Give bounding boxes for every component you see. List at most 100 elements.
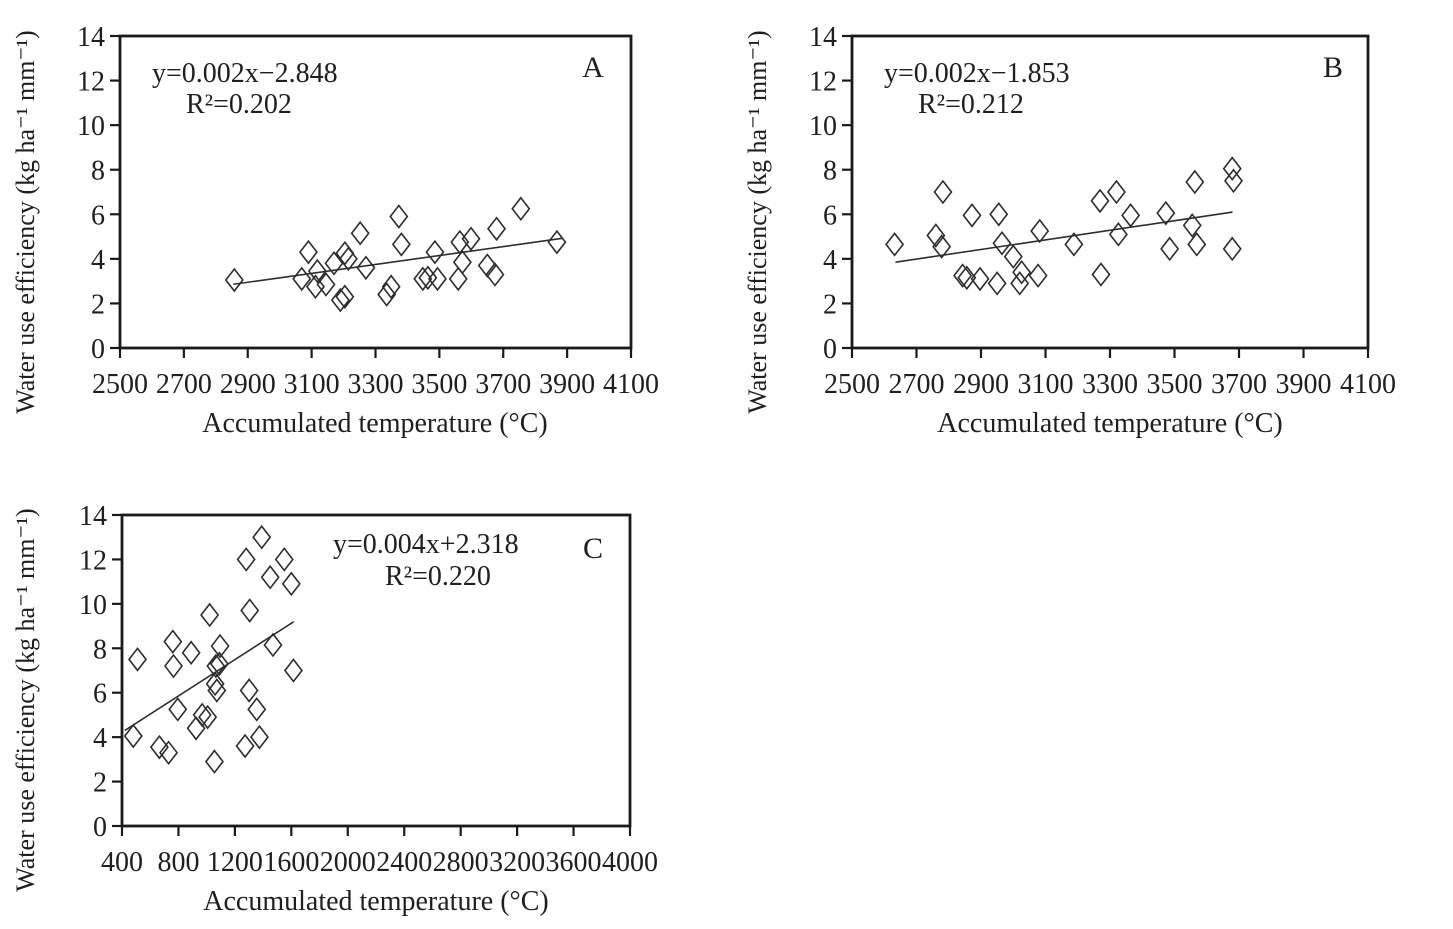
y-tick-label: 0	[91, 334, 105, 365]
data-point	[249, 724, 269, 750]
data-point	[283, 658, 303, 683]
y-tick-label: 4	[93, 723, 107, 754]
data-point	[205, 671, 225, 697]
data-point	[926, 223, 946, 248]
data-point	[487, 216, 507, 242]
data-point	[413, 266, 433, 292]
data-point	[209, 651, 229, 677]
data-point	[1222, 236, 1242, 262]
data-point	[168, 697, 188, 722]
data-point	[452, 249, 472, 275]
y-tick-label: 12	[809, 67, 837, 98]
y-tick-label: 6	[823, 200, 837, 231]
data-point	[1012, 259, 1032, 285]
data-point	[933, 179, 953, 205]
data-point	[448, 266, 468, 292]
y-tick-label: 4	[823, 245, 837, 276]
data-point	[1030, 218, 1050, 244]
x-tick-label: 4100	[603, 369, 659, 400]
data-point	[425, 239, 445, 265]
x-tick-label: 800	[157, 847, 199, 878]
x-tick-label: 2700	[156, 369, 212, 400]
r-squared-label: R²=0.220	[385, 561, 491, 592]
data-point	[316, 272, 336, 297]
data-point	[338, 246, 358, 272]
data-point	[149, 734, 169, 760]
data-point	[389, 204, 409, 229]
x-tick-label: 2800	[433, 847, 489, 878]
y-tick-label: 2	[823, 289, 837, 320]
data-point	[356, 255, 376, 281]
trendline	[895, 211, 1233, 263]
y-tick-label: 14	[77, 22, 105, 53]
y-tick-label: 12	[77, 67, 105, 98]
data-point	[987, 271, 1007, 296]
data-point	[1064, 232, 1084, 257]
panel-letter: A	[582, 51, 604, 84]
y-axis-title: Water use efficiency (kg ha⁻¹ mm⁻¹)	[11, 508, 40, 891]
data-point	[1222, 156, 1242, 181]
data-point	[989, 201, 1009, 227]
panel-a: 2500 2700 2900 3100 3300 3500 3700 3900 4100 0 2 4 6…	[11, 22, 659, 439]
data-point	[240, 598, 260, 623]
data-point	[992, 230, 1012, 256]
data-point	[192, 702, 212, 728]
data-point	[181, 640, 201, 666]
data-point	[330, 287, 350, 313]
data-point	[224, 267, 244, 293]
x-tick-label: 1200	[207, 847, 263, 878]
x-tick-label: 3100	[284, 369, 340, 400]
data-point	[260, 564, 280, 590]
x-tick-label: 3500	[411, 369, 467, 400]
r-squared-label: R²=0.212	[918, 89, 1024, 120]
x-tick-label: 4100	[1340, 369, 1396, 400]
data-point	[932, 234, 952, 259]
data-point	[263, 632, 283, 658]
data-point	[247, 697, 267, 722]
data-point	[163, 653, 184, 679]
y-tick-label: 0	[823, 334, 837, 365]
y-tick-label: 8	[823, 156, 837, 187]
x-tick-label: 3700	[1211, 369, 1267, 400]
x-tick-label: 3100	[1018, 369, 1074, 400]
y-axis-title: Water use efficiency (kg ha⁻¹ mm⁻¹)	[743, 30, 772, 413]
data-point	[305, 274, 325, 300]
data-point	[1182, 213, 1202, 238]
r-squared-label: R²=0.202	[186, 89, 292, 120]
data-point	[281, 571, 301, 597]
data-point	[547, 229, 567, 255]
y-tick-label: 8	[91, 156, 105, 187]
data-point	[128, 647, 148, 672]
data-point	[970, 266, 990, 292]
x-tick-label: 400	[101, 847, 143, 878]
y-tick-label: 2	[91, 289, 105, 320]
x-tick-label: 3600	[546, 847, 602, 878]
x-tick-label: 2900	[953, 369, 1009, 400]
y-tick-label: 2	[93, 768, 107, 799]
x-tick-label: 2500	[824, 369, 880, 400]
data-point	[1224, 168, 1244, 194]
data-point	[235, 733, 255, 759]
panel-letter: B	[1323, 51, 1343, 84]
data-point	[1108, 222, 1128, 247]
equation-label: y=0.002x−1.853	[884, 58, 1070, 89]
x-axis-title: Accumulated temperature (°C)	[202, 408, 548, 439]
x-tick-label: 2000	[320, 847, 376, 878]
x-tick-label: 3900	[539, 369, 595, 400]
y-tick-label: 6	[91, 200, 105, 231]
x-tick-label: 4000	[602, 847, 658, 878]
data-point	[962, 203, 982, 228]
data-point	[239, 678, 259, 703]
y-axis-title: Water use efficiency (kg ha⁻¹ mm⁻¹)	[11, 30, 40, 413]
y-tick-label: 14	[809, 22, 837, 53]
data-point	[1028, 263, 1048, 288]
trendline	[124, 620, 295, 732]
data-point	[1185, 169, 1205, 195]
x-tick-label: 2700	[889, 369, 945, 400]
x-axis-title: Accumulated temperature (°C)	[203, 886, 549, 917]
data-point	[123, 723, 143, 749]
data-point	[511, 196, 531, 222]
data-point	[885, 232, 905, 257]
x-tick-label: 3300	[1082, 369, 1138, 400]
